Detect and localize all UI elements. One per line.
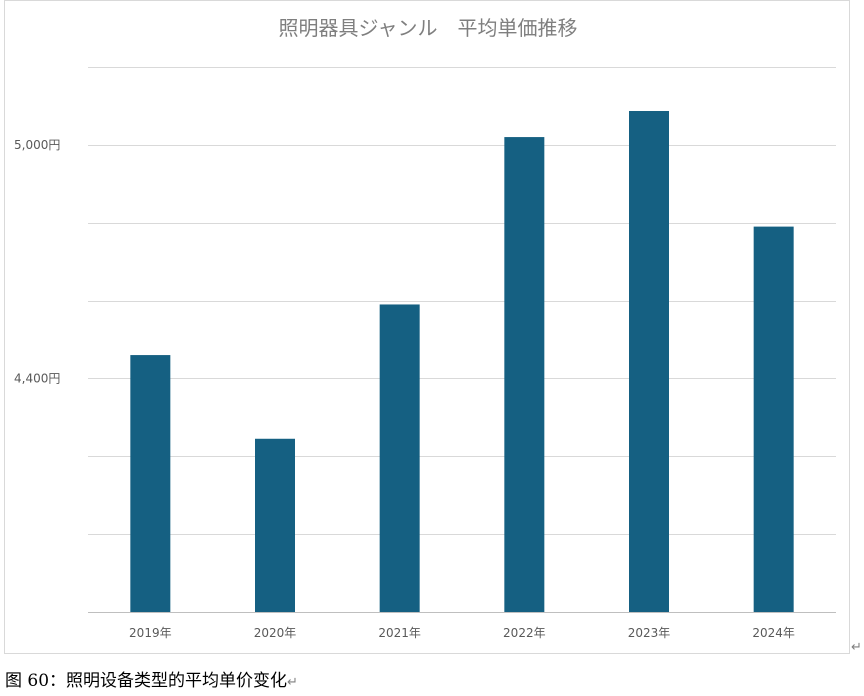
y-tick-label: 4,400円 (14, 371, 60, 385)
bar (504, 137, 545, 613)
x-tick-label: 2024年 (752, 626, 795, 640)
bar (629, 110, 669, 612)
bar (255, 438, 295, 612)
y-tick-label: 5,000円 (14, 138, 60, 152)
x-tick-label: 2022年 (503, 626, 546, 640)
x-tick-label: 2020年 (254, 626, 297, 640)
caption-paragraph-mark: ↵ (287, 675, 298, 690)
gridlines (88, 67, 836, 535)
bars (130, 110, 794, 613)
caption-text: 图 60：照明设备类型的平均单价变化 (5, 671, 288, 691)
x-tick-label: 2023年 (628, 626, 671, 640)
bar (130, 355, 171, 612)
x-axis-tick-labels: 2019年 2020年 2021年 2022年 2023年 2024年 (129, 626, 795, 640)
x-tick-label: 2021年 (378, 626, 421, 640)
paragraph-mark: ↵ (851, 640, 862, 655)
figure-caption: 图 60：照明设备类型的平均单价变化↵ (5, 666, 298, 691)
bar (379, 304, 420, 612)
y-axis-tick-labels: 4,400円 5,000円 (14, 138, 60, 386)
bar (753, 226, 794, 612)
x-tick-label: 2019年 (129, 626, 172, 640)
chart-title: 照明器具ジャンル 平均単価推移 (279, 16, 578, 40)
